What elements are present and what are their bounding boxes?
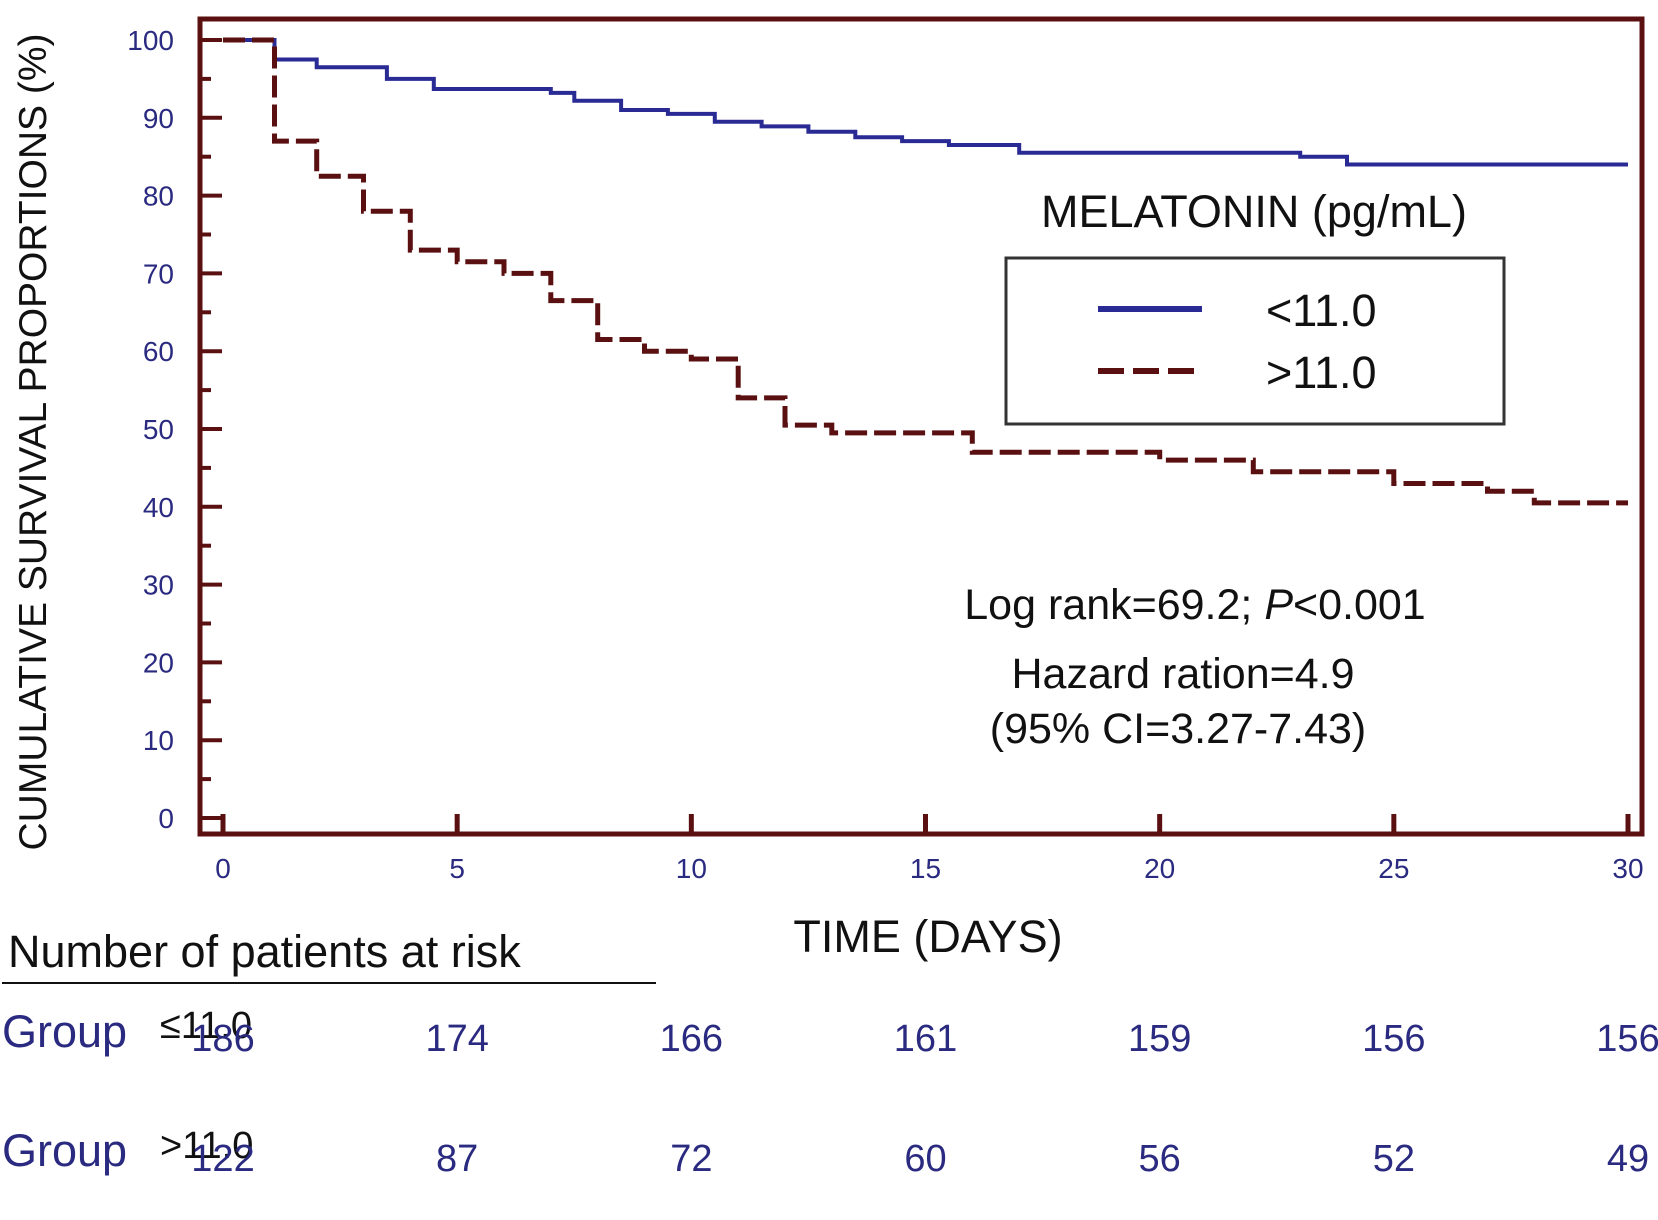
y-tick-label: 0: [158, 803, 174, 834]
risk-group-high-threshold: >11.0: [160, 1125, 254, 1167]
risk-value: 156: [1362, 1018, 1426, 1060]
y-tick-label: 20: [143, 647, 174, 678]
x-tick-label: 30: [1612, 853, 1643, 884]
y-tick-label: 70: [143, 258, 174, 289]
y-tick-label: 10: [143, 725, 174, 756]
y-tick-label: 100: [127, 25, 174, 56]
risk-value: 60: [904, 1138, 947, 1180]
risk-value: 166: [659, 1018, 724, 1060]
tick-labels: 0 10 20 30 40 50 60 70 80 90 100 0 5 10 15 20 25 30: [127, 25, 1643, 884]
series-low-melatonin: [223, 38, 1628, 167]
y-tick-label: 40: [143, 492, 174, 523]
x-axis-title: TIME (DAYS): [793, 911, 1062, 962]
risk-value: 56: [1138, 1138, 1181, 1180]
risk-value: 186: [191, 1018, 255, 1060]
risk-value: 49: [1606, 1138, 1650, 1180]
x-tick-label: 25: [1378, 853, 1409, 884]
x-tick-label: 15: [910, 853, 941, 884]
risk-value: 72: [670, 1138, 713, 1180]
risk-group-high-label: Group: [2, 1125, 128, 1176]
hazard-annotation: Hazard ration=4.9: [1011, 650, 1354, 698]
legend-label-high: >11.0: [1266, 347, 1377, 398]
y-tick-label: 60: [143, 336, 174, 367]
risk-value: 159: [1127, 1018, 1192, 1060]
legend-box: [1004, 256, 1506, 426]
logrank-annotation: Log rank=69.2; P<0.001: [964, 581, 1425, 629]
x-tick-label: 5: [449, 853, 465, 884]
plot-frame: [197, 16, 1645, 837]
y-tick-label: 90: [143, 103, 174, 134]
y-tick-label: 50: [143, 414, 174, 445]
risk-group-low-label: Group: [2, 1006, 128, 1057]
risk-value: 52: [1372, 1138, 1415, 1180]
ci-annotation: (95% CI=3.27-7.43): [990, 705, 1366, 753]
risk-table-rule: [2, 982, 656, 984]
risk-value: 161: [893, 1018, 958, 1060]
y-axis-title: CUMULATIVE SURVIVAL PROPORTIONS (%): [12, 34, 55, 851]
axis-ticks: [200, 38, 1631, 834]
series-high-melatonin: [223, 37, 1628, 506]
y-tick-label: 80: [143, 181, 174, 212]
risk-value: 122: [191, 1138, 255, 1180]
series-layer: [223, 37, 1628, 506]
legend-title: MELATONIN (pg/mL): [1041, 186, 1467, 237]
risk-value: 156: [1596, 1018, 1658, 1060]
risk-value: 87: [436, 1138, 479, 1180]
x-tick-label: 20: [1144, 853, 1175, 884]
y-tick-label: 30: [143, 570, 174, 601]
risk-value: 174: [425, 1018, 489, 1060]
x-tick-label: 0: [215, 853, 231, 884]
risk-group-low-threshold: ≤11.0: [160, 1005, 252, 1047]
x-tick-label: 10: [676, 853, 707, 884]
risk-table-title: Number of patients at risk: [8, 926, 521, 977]
legend-label-low: <11.0: [1266, 285, 1377, 336]
